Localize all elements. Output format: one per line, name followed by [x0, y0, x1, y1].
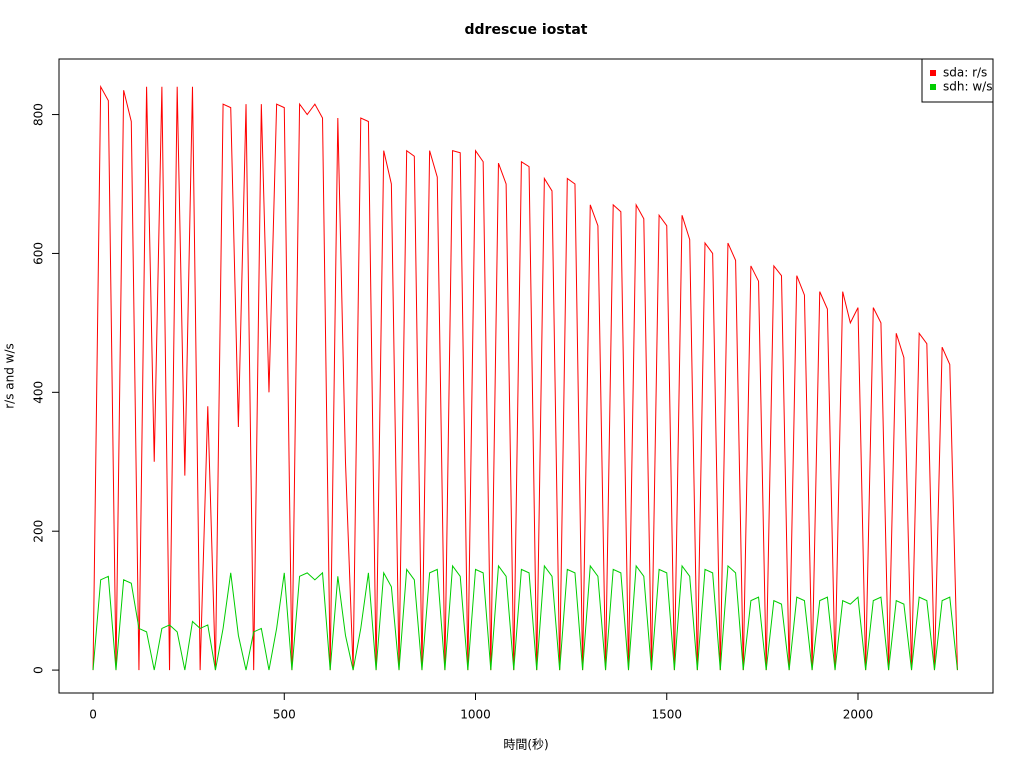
x-axis-label: 時間(秒) — [503, 738, 548, 752]
y-tick-label: 600 — [32, 242, 46, 265]
y-axis-label: r/s and w/s — [3, 343, 17, 409]
x-tick-label: 1000 — [460, 708, 491, 722]
series-line — [92, 84, 958, 671]
legend-swatch — [930, 84, 936, 90]
y-tick-label: 400 — [32, 381, 46, 404]
y-tick-label: 800 — [32, 103, 46, 126]
legend-label: sda: r/s — [943, 66, 987, 80]
series-line — [92, 564, 958, 671]
y-tick-label: 0 — [32, 666, 46, 674]
chart-title: ddrescue iostat — [465, 22, 588, 38]
legend-label: sdh: w/s — [943, 80, 992, 94]
x-tick-label: 2000 — [843, 708, 874, 722]
legend-box — [921, 58, 994, 103]
y-tick-label: 200 — [32, 520, 46, 543]
plot-frame — [58, 58, 994, 694]
x-tick-label: 0 — [89, 708, 97, 722]
x-tick-label: 500 — [273, 708, 296, 722]
legend-swatch — [930, 70, 936, 76]
x-tick-label: 1500 — [651, 708, 682, 722]
